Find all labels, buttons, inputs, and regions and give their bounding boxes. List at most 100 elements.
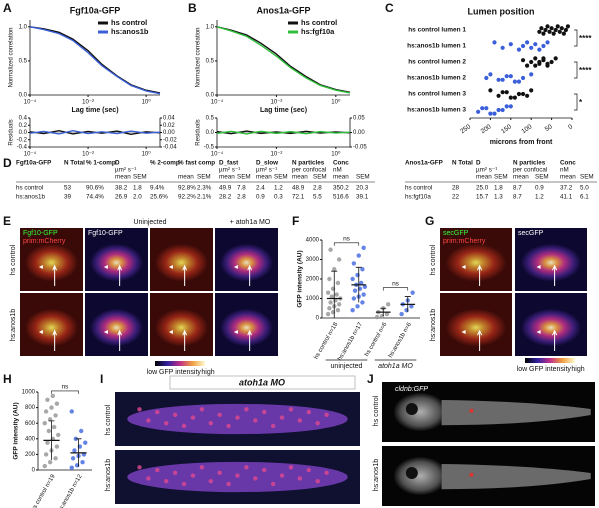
table-cell: SEM xyxy=(494,174,508,181)
signal xyxy=(445,308,507,347)
colorbar xyxy=(525,358,575,363)
table-cell: 1.2 xyxy=(274,185,283,192)
point xyxy=(539,26,544,31)
significance: **** xyxy=(579,66,592,75)
point xyxy=(525,63,530,68)
series-line xyxy=(29,129,161,135)
channel-label: secGFP xyxy=(518,230,544,237)
significance: ns xyxy=(392,280,400,287)
axis xyxy=(321,240,420,319)
point xyxy=(520,43,526,49)
error-bar xyxy=(404,296,411,313)
table-cell: nM xyxy=(333,167,342,174)
row-label: hs:anos1b xyxy=(373,459,380,491)
y-tick-label: 600 xyxy=(25,421,36,427)
point xyxy=(492,40,497,45)
category-label: hs:anos1b n=17 xyxy=(337,321,364,362)
signal xyxy=(520,308,582,347)
y-axis-label: GFP intensity (AU) xyxy=(297,250,304,307)
table-cell: 2.8 xyxy=(313,185,322,192)
signal xyxy=(520,243,582,282)
y-tick-label: 800 xyxy=(25,405,36,411)
significance: ns xyxy=(343,236,351,243)
table-cell: 5.0 xyxy=(580,185,589,192)
row-label: hs:anos1b xyxy=(10,309,17,341)
table-cell: 39.1 xyxy=(356,194,369,201)
table-cell: N Total xyxy=(64,160,85,167)
signal xyxy=(90,308,143,347)
cell xyxy=(315,478,320,484)
arrow xyxy=(476,264,483,286)
table-cell: 20.3 xyxy=(356,185,369,192)
table-cell: mean xyxy=(256,174,272,181)
table-cell: 6.1 xyxy=(580,194,589,201)
point xyxy=(529,45,534,50)
table-cell: 92.2% xyxy=(178,194,196,201)
point xyxy=(520,75,526,81)
point xyxy=(529,72,534,77)
cell xyxy=(306,467,311,473)
cell xyxy=(288,465,294,470)
x-tick-label: 10⁰ xyxy=(331,151,341,158)
point xyxy=(53,456,58,461)
point xyxy=(547,29,552,34)
table-cell: 37.2 xyxy=(560,185,573,192)
point xyxy=(504,90,509,95)
table-cell: 516.6 xyxy=(333,194,349,201)
cell xyxy=(324,470,329,476)
cell xyxy=(172,470,178,476)
arrowhead xyxy=(168,265,173,270)
cell xyxy=(181,423,187,429)
point xyxy=(559,26,564,31)
table-cell: 39 xyxy=(64,194,72,201)
category-label: hs control lumen 3 xyxy=(408,91,466,98)
table-cell: nM xyxy=(560,167,569,174)
cell xyxy=(226,481,231,487)
y-tick-label: 0.4 xyxy=(19,116,28,122)
x-tick-label: 50 xyxy=(544,123,554,133)
table-cell: mean xyxy=(115,174,131,181)
y2-tick-label: -0.05 xyxy=(353,145,367,151)
y-tick-label: 4000 xyxy=(306,238,320,244)
point xyxy=(496,107,501,113)
y2-tick-label: -0.02 xyxy=(163,137,177,143)
y-tick-label: 1000 xyxy=(22,390,36,396)
cell xyxy=(155,467,160,473)
cell xyxy=(279,473,285,478)
x-tick-label: 10⁻⁴ xyxy=(211,151,224,158)
x-tick-label: 10⁻² xyxy=(82,152,94,158)
colorbar-label: GFP intensity xyxy=(159,369,201,376)
table-cell: µm² s⁻¹ xyxy=(256,167,277,174)
table-cell: 25.0 xyxy=(476,185,489,192)
point xyxy=(351,296,357,301)
point xyxy=(565,24,571,29)
x-tick-label: 10⁻⁴ xyxy=(24,151,37,158)
y-tick-label: 1.0 xyxy=(19,24,28,30)
table-cell: 1.8 xyxy=(133,185,142,192)
error-bar xyxy=(331,270,338,318)
table-cell: 2.1% xyxy=(197,194,212,201)
y-axis-label: Normalized correlation xyxy=(9,27,15,87)
table-cell: SEM xyxy=(356,174,370,181)
point xyxy=(500,77,505,82)
chart-title: Anos1a-GFP xyxy=(256,5,310,15)
point xyxy=(512,79,517,84)
point xyxy=(520,91,526,97)
panel-letter: A xyxy=(3,1,12,15)
point xyxy=(69,409,74,414)
category-label: hs control lumen 1 xyxy=(408,27,466,34)
y-tick-label: 3000 xyxy=(306,257,320,263)
point xyxy=(361,245,366,250)
point xyxy=(508,42,513,47)
colorbar xyxy=(155,361,205,366)
bracket xyxy=(382,287,409,291)
category-label: hs control lumen 2 xyxy=(408,59,466,66)
cell xyxy=(199,465,205,470)
cell xyxy=(137,465,142,470)
legend-label: hs:fgf10a xyxy=(301,27,335,36)
table-cell: 0.9 xyxy=(535,185,544,192)
cell xyxy=(288,407,294,412)
cell xyxy=(181,481,187,487)
point xyxy=(360,300,365,305)
point xyxy=(537,47,542,52)
